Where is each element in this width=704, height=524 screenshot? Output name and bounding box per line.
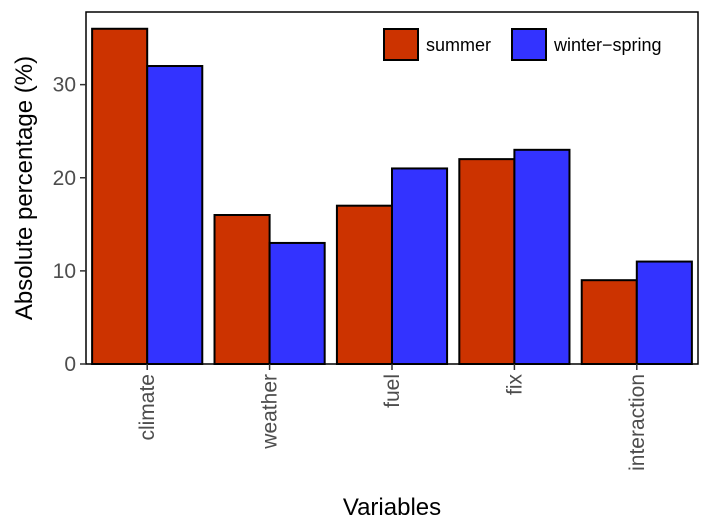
bar-climate-series-2 <box>146 65 204 365</box>
legend-label-2: winter−spring <box>553 35 662 55</box>
x-tick-label-fix: fix <box>503 374 526 396</box>
bar-fix-series-2 <box>513 148 571 365</box>
legend-label-1: summer <box>426 35 491 55</box>
x-axis-title: Variables <box>343 494 441 521</box>
bar-fix-series-1 <box>458 158 516 365</box>
bar-fuel-series-1 <box>335 204 394 365</box>
bars-layer <box>91 27 693 366</box>
x-axis: climate weather fuel fix interaction <box>136 364 649 471</box>
bar-weather-series-2 <box>268 241 326 366</box>
y-axis-title: Absolute percentage (%) <box>11 56 38 320</box>
y-tick-label: 10 <box>53 260 76 283</box>
x-tick-label-climate: climate <box>136 374 159 441</box>
y-tick-label: 0 <box>64 353 76 376</box>
x-tick-label-interaction: interaction <box>626 374 649 471</box>
legend: summer winter−spring <box>383 28 662 61</box>
bar-climate-series-1 <box>91 27 149 366</box>
x-tick-label-weather: weather <box>259 374 282 450</box>
y-tick-label: 20 <box>53 167 76 190</box>
bar-fuel-series-2 <box>391 167 449 365</box>
bar-weather-series-1 <box>213 214 271 365</box>
legend-key-2 <box>511 28 547 61</box>
y-tick-label: 30 <box>53 74 76 97</box>
bar-interaction-series-1 <box>580 279 638 366</box>
y-axis: 0 10 20 30 <box>53 74 86 376</box>
bar-interaction-series-2 <box>635 260 693 365</box>
legend-key-1 <box>383 28 419 61</box>
x-tick-label-fuel: fuel <box>381 374 404 408</box>
